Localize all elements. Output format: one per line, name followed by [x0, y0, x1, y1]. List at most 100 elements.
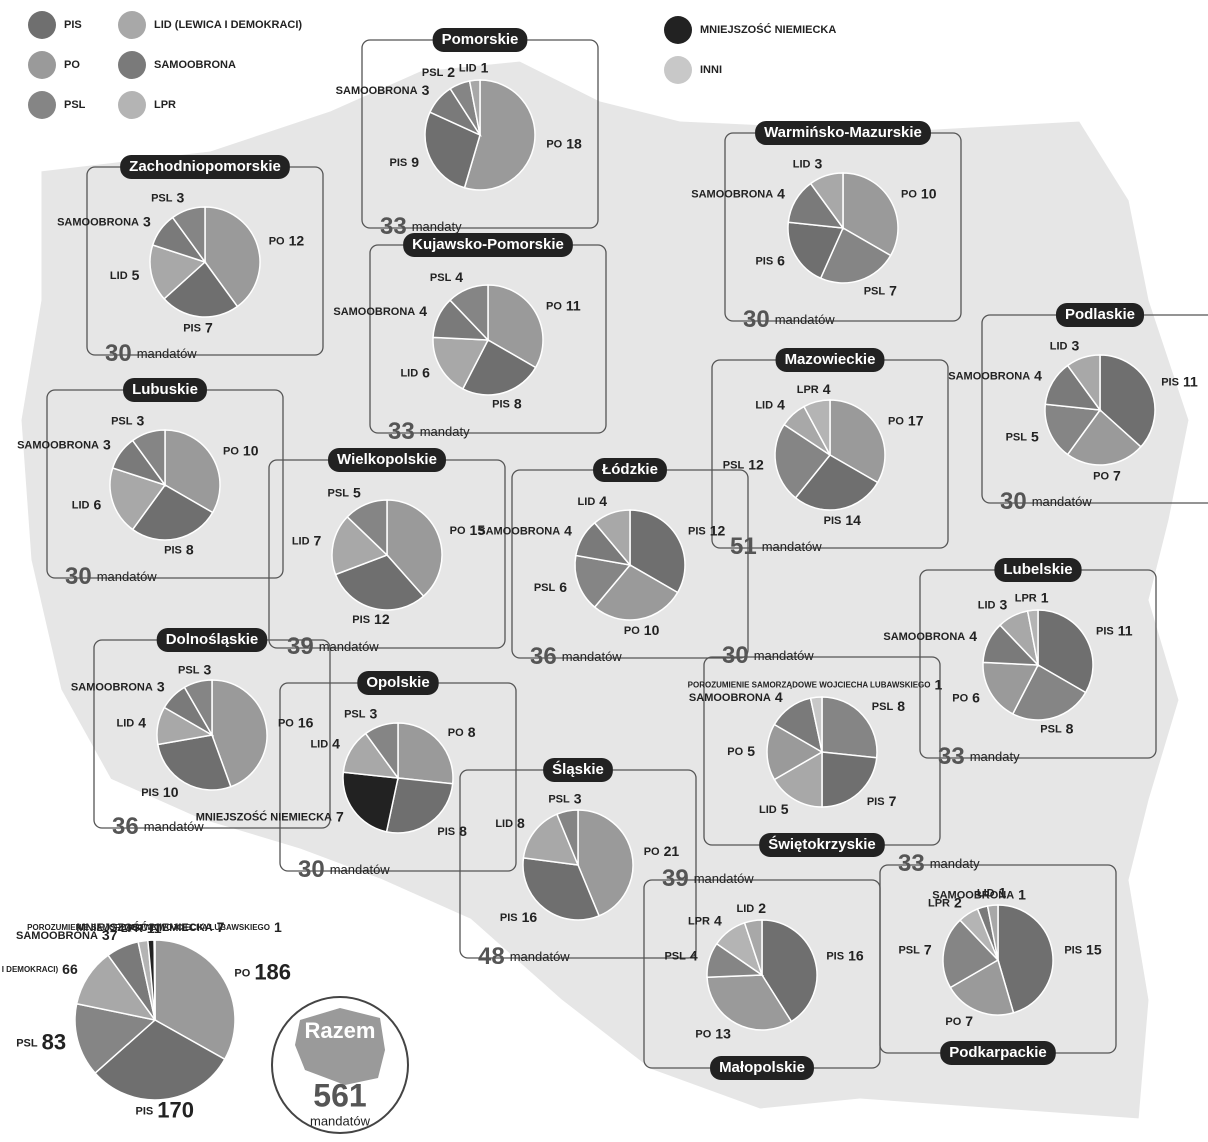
seats-number: 48	[478, 943, 505, 970]
legend-label: SAMOOBRONA	[154, 59, 236, 71]
pie-slice	[397, 722, 454, 785]
legend-label: LID (LEWICA I DEMOKRACI)	[154, 19, 302, 31]
slice-label: PIS 170	[136, 1097, 194, 1122]
slice-value: 7	[1113, 467, 1121, 483]
slice-category: PIS	[500, 912, 518, 924]
seats-label: mandatów	[754, 648, 815, 663]
slice-value: 9	[411, 154, 419, 170]
slice-value: 16	[848, 947, 864, 963]
pie-slice	[593, 509, 631, 568]
slice-category: PSL	[1040, 723, 1062, 735]
slice-category: PIS	[1096, 625, 1114, 637]
slice-value: 4	[777, 185, 785, 201]
pie-slice	[131, 429, 166, 488]
total-title: Razem	[305, 1018, 376, 1043]
slice-value: 4	[599, 493, 607, 509]
slice-category: LID	[978, 599, 996, 611]
region-seats: 33 mandaty	[938, 743, 1020, 770]
slice-category: LID	[495, 818, 513, 830]
slice-category: PO	[1093, 471, 1109, 483]
slice-label: LPR 1	[1015, 589, 1049, 605]
slice-label: SAMOOBRONA 3	[57, 213, 151, 229]
slice-value: 12	[289, 232, 305, 248]
slice-label: PO 18	[546, 135, 582, 151]
seats-label: mandatów	[97, 569, 158, 584]
region-seats: 48 mandatów	[478, 943, 570, 970]
pie-slice	[842, 172, 899, 257]
legend-label: MNIEJSZOŚĆ NIEMIECKA	[700, 23, 836, 36]
legend-swatch	[28, 51, 56, 79]
slice-value: 7	[217, 919, 225, 935]
region-seats: 33 mandaty	[898, 850, 980, 877]
slice-label: PIS 16	[500, 909, 538, 925]
slice-value: 5	[781, 801, 789, 817]
slice-label: LID 4	[116, 714, 146, 730]
slice-label: SAMOOBRONA 3	[71, 678, 165, 694]
slice-label: PSL 3	[344, 705, 377, 721]
seats-label: mandatów	[144, 819, 205, 834]
pie-slice	[743, 919, 763, 976]
pie-slice	[334, 554, 425, 611]
region-title: Łódzkie	[602, 461, 658, 478]
slice-label: PIS 11	[1161, 373, 1198, 389]
slice-category: MNIEJSZOŚĆ NIEMIECKA	[76, 921, 212, 934]
legend-swatch	[28, 11, 56, 39]
slice-category: SAMOOBRONA	[691, 188, 773, 200]
slice-category: PO	[888, 415, 904, 427]
slice-category: PIS	[826, 950, 844, 962]
pie-slice	[774, 423, 832, 499]
region-title-bg	[123, 378, 207, 402]
seats-label: mandatów	[1032, 494, 1093, 509]
slice-value: 5	[353, 484, 361, 500]
legend-swatch	[118, 91, 146, 119]
slice-label: PSL 83	[16, 1029, 66, 1054]
slice-value: 4	[332, 735, 340, 751]
pie-slice	[819, 226, 892, 284]
slice-category: LID	[793, 158, 811, 170]
seats-number: 36	[530, 643, 557, 670]
slice-value: 4	[775, 688, 783, 704]
pie-slice	[1099, 354, 1156, 448]
slice-category: PSL	[344, 708, 366, 720]
seats-number: 30	[298, 856, 325, 883]
slice-label: PIS 12	[352, 611, 390, 627]
pie-slice	[522, 856, 601, 921]
slice-value: 3	[103, 436, 111, 452]
slice-category: PIS	[141, 787, 159, 799]
slice-category: PO	[546, 300, 562, 312]
pie-slice	[942, 919, 1000, 989]
slice-label: LID 3	[1050, 337, 1080, 353]
seats-label: mandaty	[412, 219, 462, 234]
slice-value: 16	[298, 714, 314, 730]
slice-category: PSL	[664, 950, 686, 962]
slice-category: SAMOOBRONA	[883, 631, 965, 643]
pies	[74, 79, 1156, 1101]
slice-category: PO	[644, 846, 660, 858]
seats-number: 33	[380, 213, 407, 240]
slice-value: 7	[889, 792, 897, 808]
slice-label: LID 8	[495, 815, 525, 831]
region-title: Dolnośląskie	[166, 631, 259, 648]
region-seats: 30 mandatów	[743, 306, 835, 333]
slice-category: SAMOOBRONA	[689, 692, 771, 704]
slice-category: LID	[759, 804, 777, 816]
slice-category: PIS	[437, 826, 455, 838]
slice-label: LID 2	[736, 900, 766, 916]
slice-label: LID 7	[292, 532, 322, 548]
slice-label: PO 11	[546, 297, 581, 313]
slice-label: PIS 10	[141, 784, 179, 800]
legend-swatch	[664, 16, 692, 44]
slice-label: LID 3	[978, 596, 1008, 612]
pie-slice	[171, 206, 206, 265]
region-title: Zachodniopomorskie	[129, 158, 281, 175]
slice-category: LID	[755, 399, 773, 411]
slice-label: PIS 8	[492, 395, 522, 411]
slice-value: 11	[566, 297, 581, 313]
region-title: Podlaskie	[1065, 306, 1135, 323]
slice-category: PIS	[183, 323, 201, 335]
slice-label: PSL 12	[723, 456, 764, 472]
region-seats: 30 mandatów	[65, 563, 157, 590]
pie-slice	[629, 509, 686, 594]
slice-category: PIS	[492, 398, 510, 410]
seats-number: 30	[1000, 488, 1027, 515]
